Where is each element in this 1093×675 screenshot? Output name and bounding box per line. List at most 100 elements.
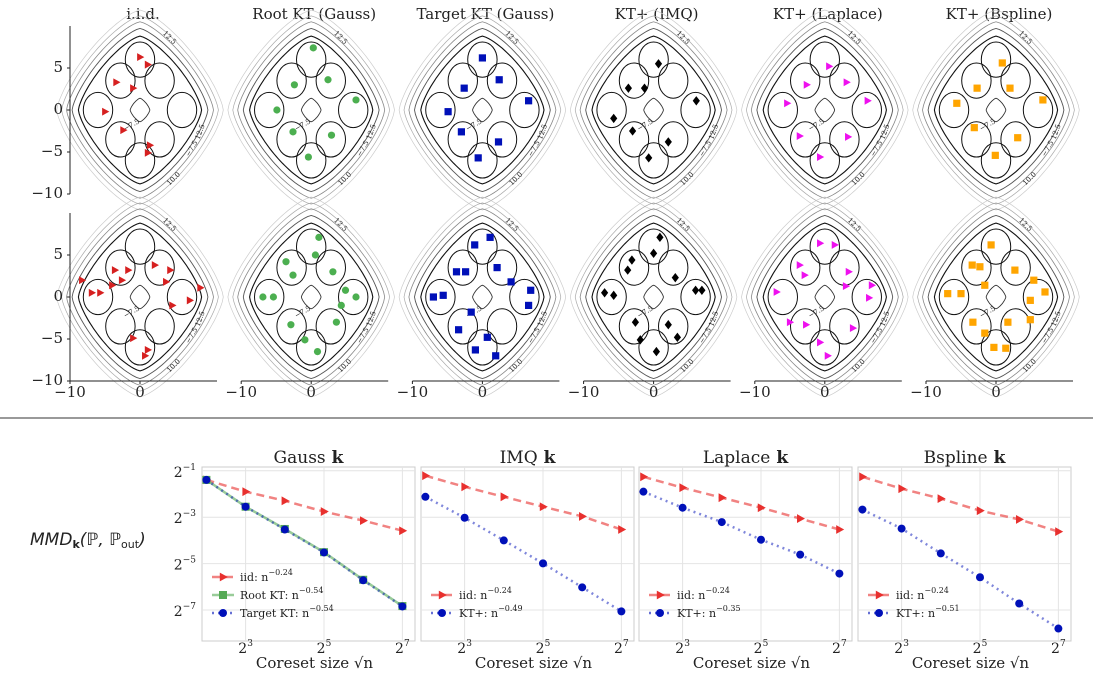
x-tick-exp: 5 <box>326 639 332 649</box>
marker <box>757 503 766 513</box>
panel-title: Root KT (Gauss) <box>252 5 376 23</box>
marker <box>341 286 350 294</box>
contour <box>315 308 346 345</box>
y-tick-label: 2−5 <box>174 555 196 574</box>
x-tick-label: 27 <box>614 639 629 658</box>
contour <box>809 142 840 179</box>
contour <box>300 284 322 310</box>
contour <box>746 15 904 205</box>
contour <box>814 97 836 123</box>
contour <box>756 215 894 379</box>
marker <box>113 78 121 87</box>
y-tick-exp: −7 <box>183 602 197 612</box>
x-tick-label: 0 <box>135 383 145 401</box>
legend-label: KT+: n−0.35 <box>677 604 741 620</box>
contour <box>486 308 518 345</box>
marker <box>1026 316 1034 324</box>
marker <box>976 506 985 516</box>
contour <box>66 208 214 386</box>
marker <box>329 268 337 276</box>
x-tick-label: −10 <box>225 383 257 401</box>
marker <box>1041 288 1049 296</box>
scatter-panel: −7.5−7.510.012.512.5 <box>912 196 1080 398</box>
marker <box>858 505 867 514</box>
legend-exponent: −0.35 <box>716 604 741 613</box>
marker <box>471 346 479 354</box>
contour <box>680 91 711 129</box>
marker <box>398 602 407 611</box>
marker <box>289 128 297 136</box>
marker <box>849 324 858 333</box>
marker <box>324 76 332 84</box>
marker <box>315 233 323 241</box>
marker <box>130 84 138 93</box>
contour <box>249 222 374 372</box>
legend-name: iid: n <box>459 589 487 602</box>
marker <box>796 514 805 523</box>
contour <box>447 121 478 158</box>
marker <box>796 132 804 140</box>
x-tick-label: 23 <box>675 639 690 658</box>
marker <box>664 137 672 147</box>
marker <box>527 286 535 294</box>
marker <box>835 569 844 578</box>
panel-title-kernel: k <box>332 448 345 468</box>
marker <box>1011 266 1019 274</box>
contour <box>472 284 493 310</box>
contour <box>985 284 1007 310</box>
marker <box>438 609 446 617</box>
contour-label: −7.5 <box>465 117 484 132</box>
marker <box>111 266 120 275</box>
x-tick-exp: 5 <box>763 639 769 649</box>
marker <box>130 334 138 343</box>
x-axis-label: Coreset size √n <box>475 654 593 672</box>
marker <box>438 590 447 600</box>
contour <box>61 15 219 205</box>
marker <box>826 62 834 71</box>
scatter-panel: −7.5−7.510.012.512.5 <box>398 196 567 398</box>
contour <box>591 35 716 185</box>
marker <box>525 301 533 309</box>
marker <box>457 128 465 136</box>
contour <box>574 202 733 392</box>
y-axis-label-part: k <box>72 538 80 551</box>
contour <box>338 278 369 316</box>
marker <box>1039 96 1047 104</box>
x-tick-label: 27 <box>395 639 410 658</box>
contour <box>829 249 860 286</box>
x-tick-label: 23 <box>457 639 472 658</box>
marker <box>636 335 644 345</box>
marker <box>957 290 965 298</box>
contour <box>414 215 551 379</box>
contour <box>767 278 798 316</box>
marker <box>197 283 205 292</box>
legend-name: KT+: n <box>677 607 716 620</box>
marker <box>1054 624 1063 633</box>
contour <box>938 91 970 129</box>
marker <box>219 609 227 617</box>
x-axis-label: Coreset size √n <box>256 654 374 672</box>
contour-label: −7.5 <box>807 117 826 132</box>
x-tick-label: 0 <box>991 383 1001 401</box>
contour <box>961 121 992 158</box>
contour <box>300 97 322 123</box>
marker <box>492 352 500 360</box>
contour <box>741 9 909 211</box>
contour <box>809 228 840 265</box>
marker <box>845 132 853 141</box>
marker <box>102 107 110 116</box>
marker <box>801 271 809 280</box>
contour <box>790 249 821 286</box>
x-tick-exp: 7 <box>404 639 410 649</box>
panel-title-kernel: k <box>544 448 557 468</box>
marker <box>146 141 155 150</box>
marker <box>1015 515 1024 524</box>
scatter-panel: −7.5−7.510.012.512.5 <box>569 9 738 211</box>
plot-area <box>638 466 853 642</box>
contour <box>232 15 390 205</box>
marker <box>969 318 977 326</box>
marker <box>842 282 851 291</box>
contour <box>618 62 650 99</box>
series-line <box>861 508 1060 630</box>
x-axis-label: Coreset size √n <box>912 654 1030 672</box>
